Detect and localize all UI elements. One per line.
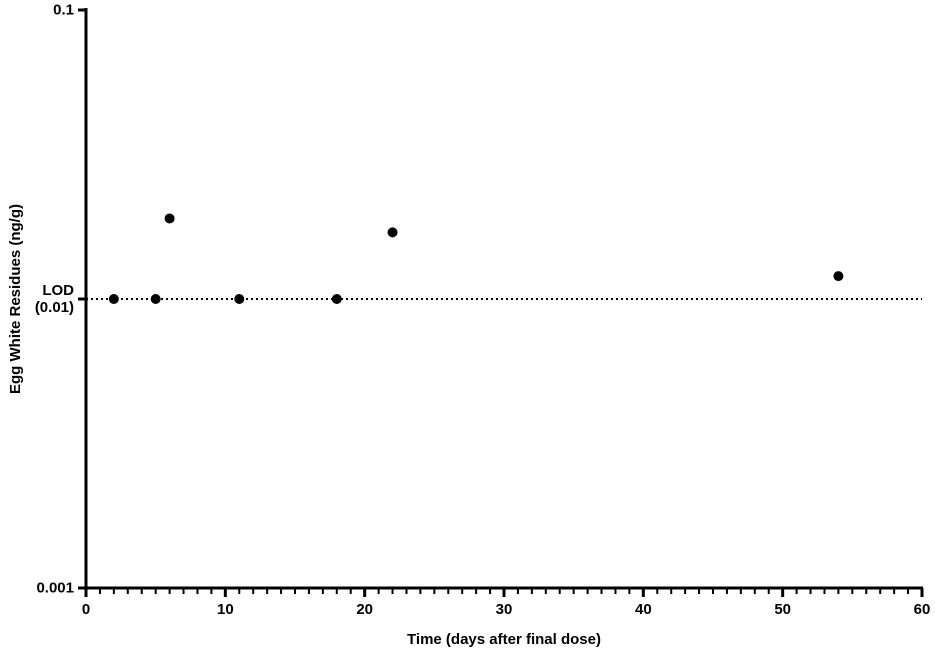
x-tick-label: 30 [496,601,513,618]
point [387,227,398,238]
x-tick-label: 10 [217,601,234,618]
x-tick-label: 40 [635,601,652,618]
point [833,271,844,282]
y-tick-label: 0.001 [36,579,74,597]
x-tick-label: 60 [914,601,931,618]
point [234,294,245,304]
point [108,294,119,304]
x-tick-label: 20 [356,601,373,618]
x-axis-title: Time (days after final dose) [407,631,601,648]
y-axis-title: Egg White Residues (ng/g) [7,204,24,394]
x-tick-label: 50 [774,601,791,618]
x-tick-label: 0 [82,601,90,618]
y-tick-label: LOD (0.01) [34,282,74,316]
point [164,213,175,224]
point [150,294,161,304]
point [331,294,342,304]
y-tick-label: 0.1 [53,1,74,19]
